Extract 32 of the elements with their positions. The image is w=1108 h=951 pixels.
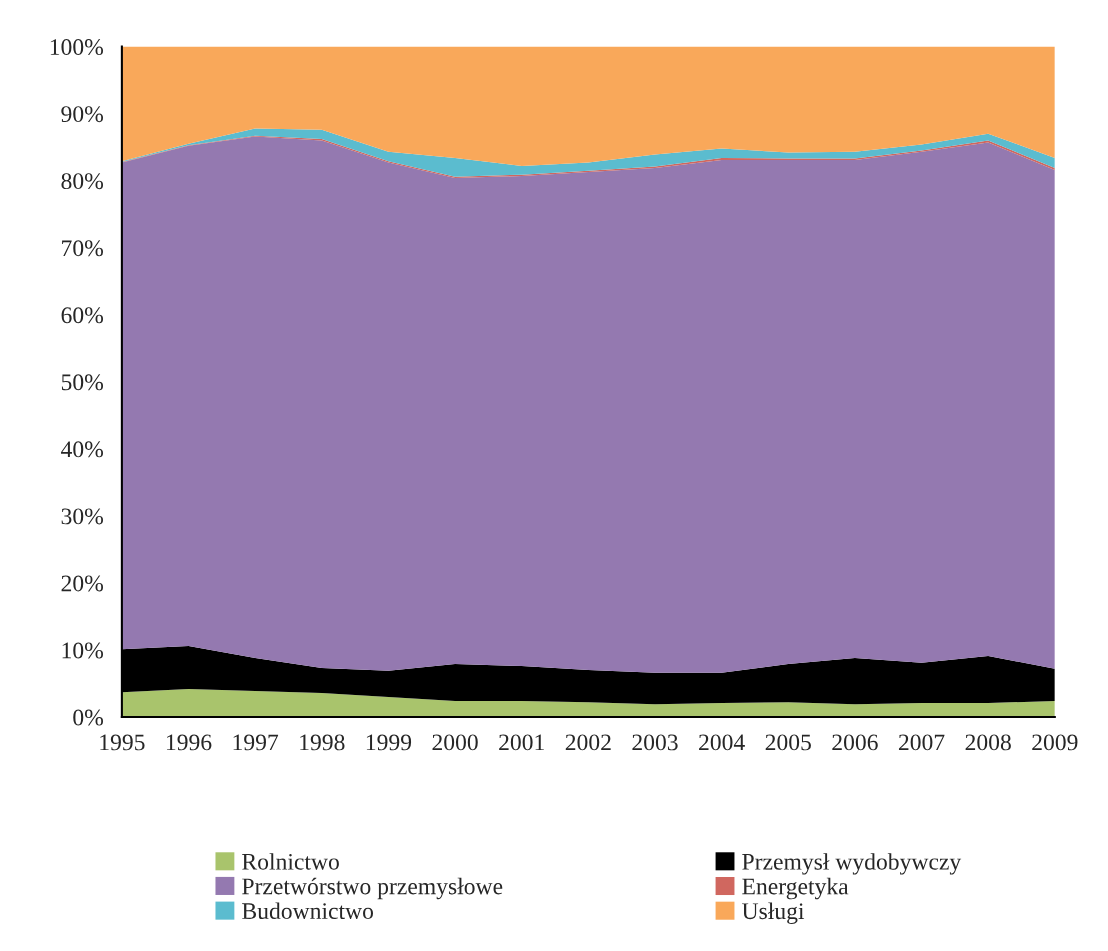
- y-tick-label: 80%: [61, 173, 104, 190]
- x-tick-label: 1996: [166, 734, 212, 751]
- y-tick-label: 90%: [61, 106, 104, 123]
- x-tick-label: 2000: [432, 734, 478, 751]
- legend-label: Przetwórstwo przemysłowe: [242, 877, 503, 900]
- x-tick-label: 2002: [565, 734, 611, 751]
- y-tick-label: 100%: [50, 39, 104, 56]
- x-tick-label: 1995: [100, 734, 145, 751]
- x-tick-label: 2005: [765, 734, 811, 751]
- x-tick-label: 2003: [632, 734, 678, 751]
- x-tick-label: 1997: [233, 734, 279, 751]
- x-tick-label: 1998: [300, 734, 345, 751]
- y-tick-label: 0%: [73, 709, 104, 726]
- legend-label: Budownictwo: [242, 902, 374, 920]
- y-tick-label: 10%: [62, 642, 104, 659]
- y-tick-label: 50%: [61, 374, 104, 391]
- y-tick-label: 60%: [61, 307, 104, 324]
- x-tick-label: 2008: [965, 734, 1011, 751]
- x-tick-label: 2007: [898, 734, 945, 751]
- y-tick-label: 20%: [61, 575, 104, 592]
- x-tick-label: 1999: [366, 734, 412, 751]
- legend-label: Rolnictwo: [242, 853, 339, 870]
- y-tick-label: 70%: [62, 240, 104, 257]
- x-tick-label: 2004: [699, 734, 745, 751]
- x-tick-label: 2006: [832, 734, 878, 751]
- y-tick-label: 30%: [61, 508, 104, 525]
- legend-label: Przemysł wydobywczy: [742, 853, 962, 875]
- legend-label: Energetyka: [742, 877, 849, 900]
- y-tick-label: 40%: [61, 441, 104, 458]
- x-tick-label: 2001: [499, 734, 544, 751]
- x-tick-label: 2009: [1032, 734, 1078, 751]
- legend-label: Usługi: [742, 902, 805, 924]
